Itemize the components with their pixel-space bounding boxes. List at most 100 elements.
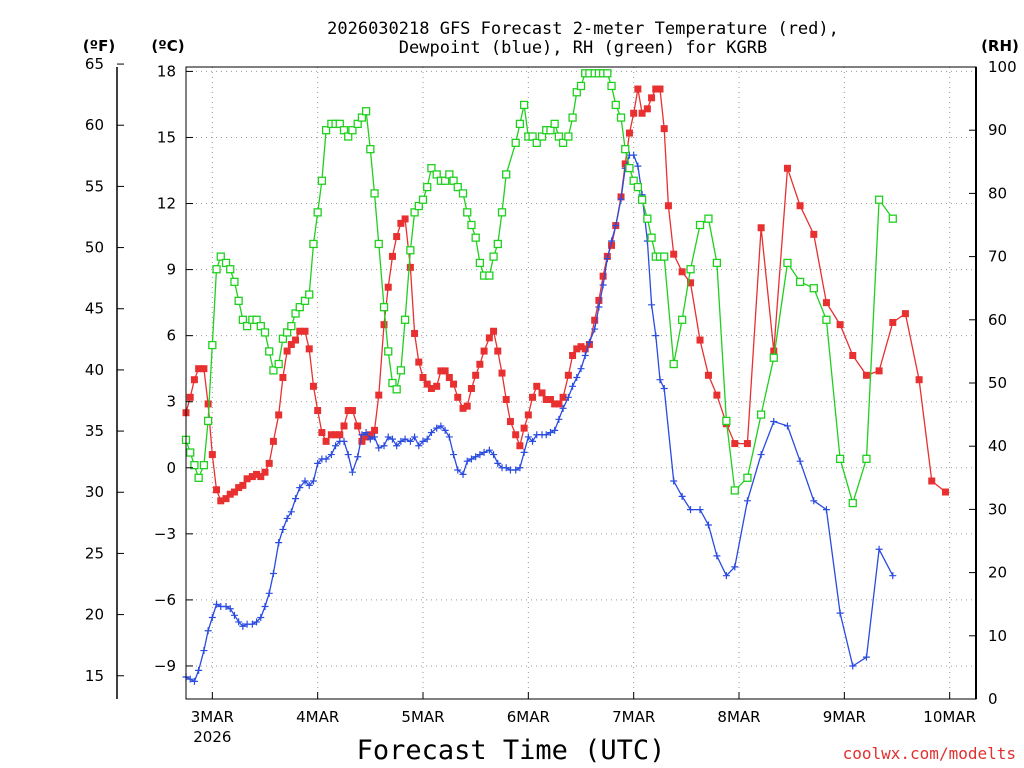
chart-title-line-1: 2026030218 GFS Forecast 2-meter Temperat…: [327, 19, 839, 39]
series-dewpoint: [182, 151, 897, 685]
dewpoint-point: [757, 451, 765, 459]
temperature-point: [941, 488, 949, 496]
rh-point: [445, 170, 454, 179]
dewpoint-point: [362, 429, 370, 437]
axes-layer: 1520253035404550556065−9−6−3036912151801…: [85, 55, 1017, 746]
dewpoint-point: [190, 677, 198, 685]
temperature-point: [546, 396, 554, 404]
dewpoint-point: [195, 666, 203, 674]
rh-point: [388, 378, 397, 388]
x-tick-sublabel: 2026: [193, 728, 231, 746]
dewpoint-point: [849, 662, 857, 670]
rh-point: [400, 315, 410, 324]
dewpoint-point: [551, 426, 559, 434]
dewpoint-point: [603, 255, 611, 263]
celsius-tick-label: 0: [166, 459, 176, 477]
rh-point: [572, 88, 581, 97]
temperature-point: [516, 442, 524, 450]
rh-point: [576, 81, 586, 91]
rh-point: [511, 138, 520, 147]
rh-point: [186, 448, 195, 457]
rh-point: [256, 321, 265, 331]
temperature-point: [678, 268, 686, 276]
temperature-point: [757, 224, 765, 232]
dewpoint-point: [564, 393, 572, 401]
temperature-point: [520, 424, 528, 432]
temperature-point: [401, 215, 409, 223]
dewpoint-point: [340, 437, 348, 445]
rh-point: [230, 277, 239, 287]
dewpoint-point: [253, 618, 261, 626]
temperature-point: [889, 318, 897, 326]
dewpoint-point: [687, 506, 695, 514]
dewpoint-point: [283, 514, 291, 522]
temperature-point: [643, 105, 651, 113]
celsius-tick-label: 15: [157, 128, 176, 146]
temperature-point: [569, 351, 577, 359]
temperature-point: [253, 470, 261, 478]
temperature-point: [542, 396, 550, 404]
temperature-point: [292, 336, 300, 344]
dewpoint-point: [713, 552, 721, 560]
temperature-point: [217, 497, 225, 505]
temperature-point: [283, 347, 291, 355]
temperature-point: [476, 360, 484, 368]
dewpoint-point: [208, 614, 216, 622]
rh-tick-label: 10: [988, 627, 1007, 645]
dewpoint-point: [226, 605, 234, 613]
temperature-point: [257, 473, 265, 481]
rh-point: [361, 107, 371, 116]
dewpoint-point: [810, 497, 818, 505]
fahrenheit-tick-label: 20: [85, 606, 104, 624]
dewpoint-point: [204, 627, 212, 635]
rh-tick-label: 90: [988, 121, 1007, 139]
rh-point: [335, 119, 344, 129]
temperature-point: [573, 345, 581, 353]
dewpoint-point: [559, 404, 567, 412]
temperature-point: [713, 391, 721, 399]
dewpoint-point: [358, 431, 366, 439]
fahrenheit-tick-label: 60: [85, 116, 104, 134]
dewpoint-point: [265, 589, 273, 597]
rh-point: [515, 119, 525, 129]
rh-point: [418, 195, 428, 204]
rh-point: [637, 195, 647, 204]
temperature-point: [305, 345, 313, 353]
temperature-point: [467, 385, 475, 393]
dewpoint-point: [411, 433, 419, 441]
temperature-point: [577, 343, 585, 351]
dewpoint-point: [696, 506, 704, 514]
fahrenheit-tick-label: 55: [85, 177, 104, 195]
dewpoint-point: [419, 437, 427, 445]
temperature-point: [362, 433, 370, 441]
temperature-point: [248, 473, 256, 481]
rh-point: [339, 126, 349, 135]
celsius-tick-label: 18: [157, 62, 176, 80]
grid-layer: [186, 67, 976, 699]
temperature-point: [502, 396, 510, 404]
rh-point: [848, 498, 857, 508]
plot-frame: [185, 66, 977, 700]
dewpoint-point: [427, 429, 435, 437]
rh-point: [568, 113, 577, 122]
rh-point: [300, 296, 310, 305]
temperature-point: [670, 250, 678, 258]
dewpoint-point: [450, 451, 458, 459]
dewpoint-point: [332, 442, 340, 450]
dewpoint-point: [485, 446, 493, 454]
dewpoint-point: [292, 495, 300, 503]
dewpoint-point: [463, 457, 471, 465]
dewpoint-point: [660, 385, 668, 393]
dewpoint-point: [366, 435, 374, 443]
dewpoint-point: [235, 618, 243, 626]
dewpoint-point: [722, 572, 730, 580]
temperature-point: [243, 475, 251, 483]
rh-point: [269, 366, 278, 375]
temperature-point: [235, 484, 243, 492]
rh-point: [449, 176, 458, 185]
temperature-point: [340, 422, 348, 430]
rh-point: [546, 126, 555, 135]
dewpoint-point: [397, 437, 405, 445]
rh-point: [835, 454, 845, 463]
temperature-point: [186, 393, 194, 401]
